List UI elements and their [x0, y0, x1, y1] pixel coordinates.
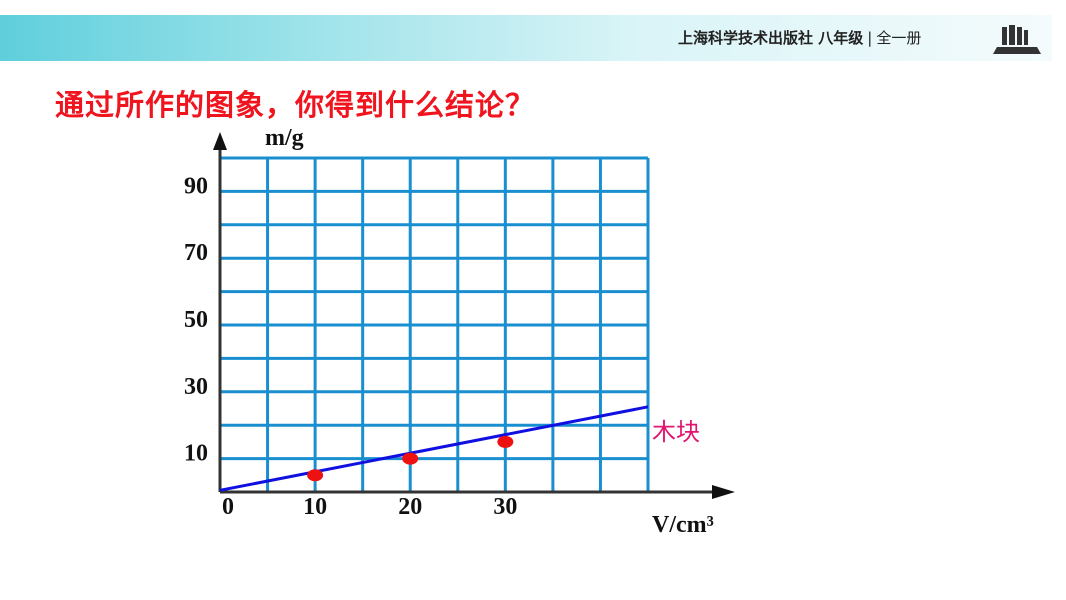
y-tick-label: 90: [184, 173, 208, 199]
x-tick-label: 20: [398, 494, 422, 520]
separator: |: [867, 29, 873, 47]
series-label: 木块: [652, 418, 700, 446]
volume: 全一册: [876, 29, 922, 47]
y-tick-label: 30: [184, 374, 208, 400]
y-tick-label: 70: [184, 240, 208, 266]
x-tick-label: 30: [493, 494, 517, 520]
grid: [220, 156, 650, 492]
x-axis-label: V/cm³: [652, 512, 714, 538]
publisher-info: 上海科学技术出版社 八年级 | 全一册: [678, 27, 921, 48]
slide-title: 通过所作的图象，你得到什么结论？: [55, 88, 536, 122]
fit-line: [219, 405, 649, 492]
bookshelf-icon: [993, 25, 1041, 54]
data-point: [402, 452, 419, 465]
grade: 八年级: [818, 29, 864, 47]
data-point: [307, 469, 324, 482]
header-banner: [0, 15, 1052, 61]
y-axis-arrow: [213, 132, 227, 150]
y-axis-label: m/g: [265, 125, 304, 151]
data-point: [497, 435, 514, 448]
y-tick-label: 10: [184, 441, 208, 467]
y-tick-label: 50: [184, 307, 208, 333]
axes: [213, 132, 735, 499]
x-axis-arrow: [712, 485, 735, 499]
publisher-name: 上海科学技术出版社: [678, 29, 814, 47]
x-tick-label: 0: [222, 494, 234, 520]
x-tick-label: 10: [303, 494, 327, 520]
